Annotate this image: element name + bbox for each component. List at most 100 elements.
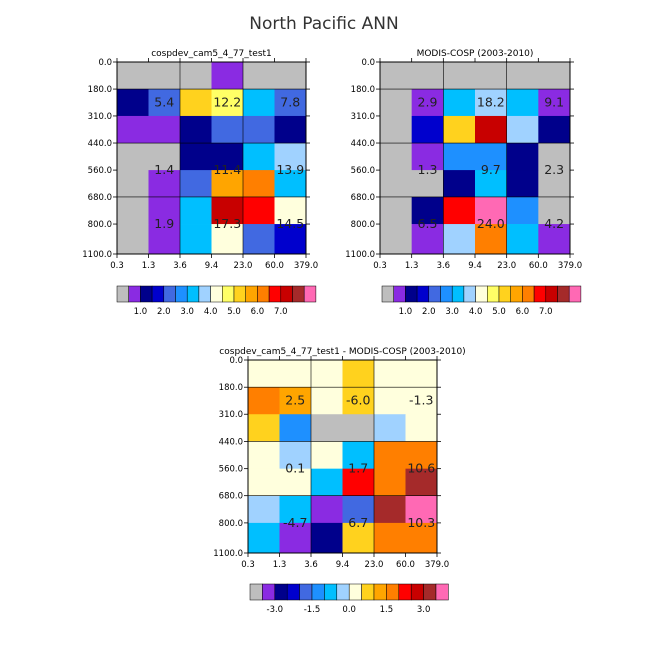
heatmap-cell <box>374 522 406 554</box>
heatmap-cell <box>248 414 280 442</box>
heatmap-cell <box>117 143 149 171</box>
heatmap-cell <box>243 224 275 255</box>
heatmap-cell <box>475 224 508 255</box>
heatmap-cell <box>211 170 244 198</box>
value-label: 6.5 <box>418 216 438 231</box>
colorbar-label: 0.0 <box>342 605 356 615</box>
colorbar-label: 5.0 <box>227 307 241 317</box>
heatmap-cell <box>475 196 508 225</box>
heatmap-cell <box>443 224 476 255</box>
heatmap-cell <box>475 62 508 90</box>
y-tick-label: 440.0 <box>88 139 112 149</box>
y-tick-label: 800.0 <box>351 220 375 230</box>
colorbar-label: 3.0 <box>417 605 431 615</box>
y-tick-label: 1100.0 <box>345 250 375 260</box>
heatmap-cell <box>380 196 413 225</box>
heatmap-cell <box>117 115 149 144</box>
heatmap-cell <box>117 62 149 90</box>
heatmap-cell <box>311 468 343 497</box>
heatmap-cell <box>380 62 413 90</box>
value-label: 7.8 <box>280 95 300 110</box>
x-tick-label: 3.6 <box>437 261 451 271</box>
heatmap-cell <box>374 468 406 497</box>
chart-panel-3: cospdev_cam5_4_77_test1 - MODIS-COSP (20… <box>213 347 465 615</box>
heatmap-cell <box>243 115 275 144</box>
heatmap-cell <box>279 360 312 388</box>
heatmap-cell <box>148 170 181 198</box>
value-label: 1.4 <box>154 162 174 177</box>
colorbar-box <box>463 285 476 303</box>
x-tick-label: 0.3 <box>241 560 255 570</box>
heatmap-cell <box>411 115 444 144</box>
colorbar-box <box>311 583 325 601</box>
heatmap-cell <box>274 196 307 225</box>
y-tick-label: 800.0 <box>88 220 112 230</box>
heatmap-cell <box>117 224 149 255</box>
heatmap-cell <box>148 224 181 255</box>
colorbar-box <box>405 285 418 303</box>
colorbar-box <box>361 583 375 601</box>
colorbar-box <box>522 285 535 303</box>
heatmap-cell <box>117 196 149 225</box>
heatmap-cell <box>443 170 476 198</box>
colorbar-box <box>116 285 129 303</box>
heatmap-cell <box>405 495 438 524</box>
heatmap-cell <box>538 170 571 198</box>
value-label: 0.1 <box>285 461 305 476</box>
heatmap-cell <box>342 414 375 442</box>
heatmap-cell <box>475 143 508 171</box>
heatmap-cell <box>211 196 244 225</box>
heatmap-cell <box>180 62 212 90</box>
value-label: 24.0 <box>477 216 505 231</box>
chart-panel-1: cospdev_cam5_4_77_test1 0.3 1.3 3.6 9.4 23.0 6… <box>82 49 318 317</box>
heatmap-cell <box>311 522 343 554</box>
colorbar-box <box>303 285 317 303</box>
x-tick-label: 0.3 <box>110 261 124 271</box>
heatmap-cell <box>443 196 476 225</box>
y-tick-label: 310.0 <box>88 112 112 122</box>
colorbar-label: 1.0 <box>399 307 413 317</box>
x-tick-label: 23.0 <box>234 261 253 271</box>
value-label: 1.9 <box>154 216 174 231</box>
value-label: 6.7 <box>348 515 368 530</box>
colorbar-label: 2.0 <box>157 307 171 317</box>
colorbar-box <box>151 285 165 303</box>
colorbar-box <box>440 285 453 303</box>
colorbar-box <box>186 285 200 303</box>
heatmap-cell <box>506 224 539 255</box>
heatmap-cell <box>248 387 280 415</box>
x-tick-label: 60.0 <box>265 261 284 271</box>
heatmap-cell <box>279 441 312 470</box>
y-tick-label: 680.0 <box>219 492 243 502</box>
heatmap-cell <box>279 387 312 415</box>
heatmap-cell <box>374 360 406 388</box>
colorbar-box <box>545 285 558 303</box>
colorbar-box <box>568 285 582 303</box>
heatmap-cell <box>243 62 275 90</box>
heatmap-cell <box>538 62 571 90</box>
colorbar-label: 6.0 <box>251 307 265 317</box>
heatmap-cell <box>443 89 476 117</box>
colorbar-box <box>423 583 437 601</box>
value-label: 11.4 <box>213 162 241 177</box>
colorbar-box <box>140 285 153 303</box>
heatmap-cell <box>342 495 375 524</box>
y-tick-label: 0.0 <box>361 58 375 68</box>
heatmap-cell <box>342 441 375 470</box>
x-tick-label: 379.0 <box>425 560 449 570</box>
colorbar-box <box>163 285 176 303</box>
heatmap-cell <box>180 170 212 198</box>
heatmap-cell <box>380 224 413 255</box>
heatmap-cell <box>411 170 444 198</box>
heatmap-cell <box>148 115 181 144</box>
chart-panel-2: MODIS-COSP (2003-2010) 0.3 1.3 3.6 9.4 23.0 60… <box>345 49 582 317</box>
heatmap-cell <box>311 495 343 524</box>
heatmap-cell <box>248 468 280 497</box>
heatmap-cell <box>274 170 307 198</box>
value-label: 10.6 <box>407 461 435 476</box>
colorbar-box <box>348 583 362 601</box>
heatmap-cell <box>211 224 244 255</box>
x-tick-label: 0.3 <box>373 261 387 271</box>
heatmap-cell <box>538 143 571 171</box>
y-tick-label: 0.0 <box>229 356 243 366</box>
